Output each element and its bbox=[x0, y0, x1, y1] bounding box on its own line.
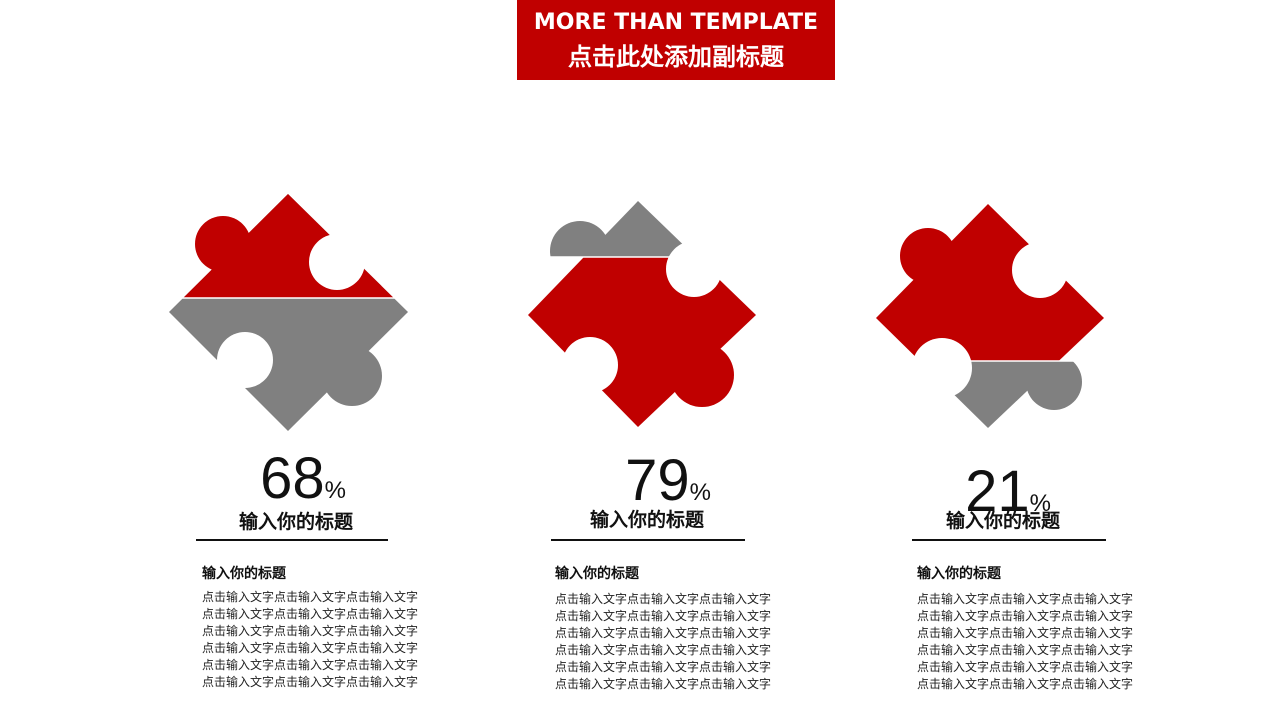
divider-1 bbox=[196, 539, 388, 541]
body-line: 点击输入文字点击输入文字点击输入文字 bbox=[917, 677, 1134, 691]
header-subtitle[interactable]: 点击此处添加副标题 bbox=[568, 43, 784, 71]
puzzle-piece-icon-2 bbox=[522, 201, 767, 427]
item-title-3[interactable]: 输入你的标题 bbox=[945, 510, 1060, 532]
body-line: 点击输入文字点击输入文字点击输入文字 bbox=[202, 607, 419, 621]
body-text-2[interactable]: 点击输入文字点击输入文字点击输入文字 点击输入文字点击输入文字点击输入文字 点击… bbox=[555, 591, 771, 693]
body-line: 点击输入文字点击输入文字点击输入文字 bbox=[202, 658, 419, 672]
body-text-1[interactable]: 点击输入文字点击输入文字点击输入文字 点击输入文字点击输入文字点击输入文字 点击… bbox=[202, 589, 418, 691]
item-title-2[interactable]: 输入你的标题 bbox=[589, 509, 704, 531]
divider-2 bbox=[551, 539, 745, 541]
body-line: 点击输入文字点击输入文字点击输入文字 bbox=[555, 660, 772, 674]
body-line: 点击输入文字点击输入文字点击输入文字 bbox=[555, 626, 772, 640]
percent-2: 79% bbox=[568, 452, 768, 510]
body-line: 点击输入文字点击输入文字点击输入文字 bbox=[917, 609, 1134, 623]
percent-1: 68% bbox=[203, 450, 403, 508]
percent-value-1: 68 bbox=[260, 446, 325, 511]
percent-3: 21% bbox=[908, 463, 1108, 521]
body-line: 点击输入文字点击输入文字点击输入文字 bbox=[202, 675, 419, 689]
percent-value-2: 79 bbox=[625, 448, 690, 513]
body-line: 点击输入文字点击输入文字点击输入文字 bbox=[917, 643, 1134, 657]
body-line: 点击输入文字点击输入文字点击输入文字 bbox=[555, 592, 772, 606]
body-line: 点击输入文字点击输入文字点击输入文字 bbox=[202, 624, 419, 638]
puzzle-piece-icon-1 bbox=[165, 194, 415, 431]
percent-symbol-1: % bbox=[324, 477, 346, 504]
body-line: 点击输入文字点击输入文字点击输入文字 bbox=[555, 643, 772, 657]
percent-symbol-2: % bbox=[689, 479, 711, 506]
puzzle-piece-icon-3 bbox=[870, 204, 1110, 428]
body-line: 点击输入文字点击输入文字点击输入文字 bbox=[202, 590, 419, 604]
percent-value-3: 21 bbox=[965, 459, 1030, 524]
item-title-1[interactable]: 输入你的标题 bbox=[238, 511, 353, 533]
body-line: 点击输入文字点击输入文字点击输入文字 bbox=[917, 592, 1134, 606]
body-line: 点击输入文字点击输入文字点击输入文字 bbox=[202, 641, 419, 655]
body-line: 点击输入文字点击输入文字点击输入文字 bbox=[917, 626, 1134, 640]
header-banner: MORE THAN TEMPLATE 点击此处添加副标题 bbox=[517, 0, 835, 80]
percent-symbol-3: % bbox=[1029, 490, 1051, 517]
body-line: 点击输入文字点击输入文字点击输入文字 bbox=[555, 677, 772, 691]
header-title-en[interactable]: MORE THAN TEMPLATE bbox=[533, 10, 819, 35]
section-title-3[interactable]: 输入你的标题 bbox=[917, 566, 1001, 582]
body-line: 点击输入文字点击输入文字点击输入文字 bbox=[555, 609, 772, 623]
section-title-1[interactable]: 输入你的标题 bbox=[202, 566, 286, 582]
section-title-2[interactable]: 输入你的标题 bbox=[555, 566, 639, 582]
body-line: 点击输入文字点击输入文字点击输入文字 bbox=[917, 660, 1134, 674]
body-text-3[interactable]: 点击输入文字点击输入文字点击输入文字 点击输入文字点击输入文字点击输入文字 点击… bbox=[917, 591, 1133, 693]
divider-3 bbox=[912, 539, 1106, 541]
